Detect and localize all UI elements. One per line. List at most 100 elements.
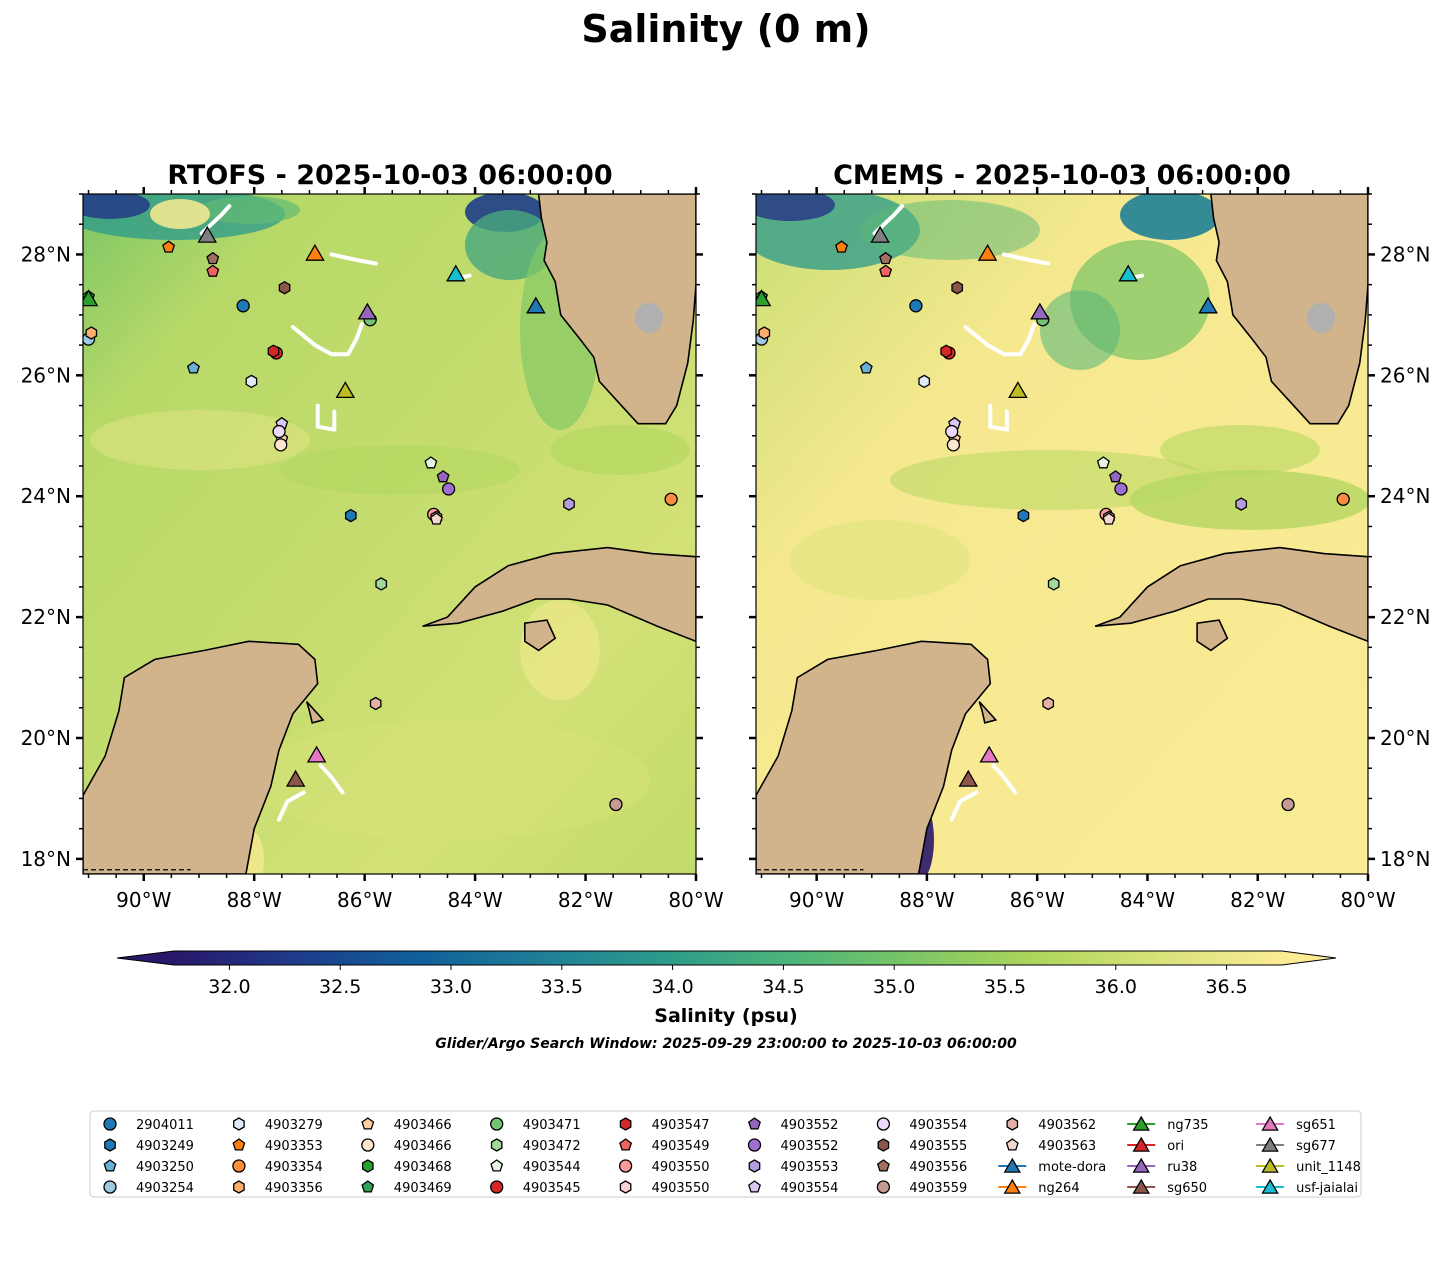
legend-marker-4903554	[876, 1117, 891, 1131]
marker-4903552	[441, 482, 456, 496]
marker-usf-jaialai	[445, 264, 466, 282]
colorbar-tick-label: 32.0	[208, 976, 250, 998]
marker-sg651	[979, 745, 1000, 763]
marker-4903354	[664, 492, 678, 506]
legend-marker-4903254	[103, 1180, 117, 1194]
land-florida	[1210, 194, 1368, 425]
legend-label: sg650	[1167, 1181, 1207, 1196]
lat-tick-label: 26°N	[21, 363, 71, 387]
marker-4903549	[879, 264, 893, 277]
marker-ng735	[83, 289, 99, 307]
marker-4903555	[951, 280, 964, 295]
legend-item: 4903554	[876, 1117, 967, 1133]
legend-label: 4903545	[523, 1181, 581, 1196]
marker-4903547	[940, 344, 953, 358]
legend-item: 4903556	[876, 1159, 967, 1175]
legend-item: 4903249	[104, 1138, 194, 1154]
marker-4903279	[245, 374, 258, 389]
marker-2904011	[909, 299, 923, 313]
legend-marker-unit_1148	[1261, 1157, 1279, 1173]
legend-label: 4903249	[136, 1139, 194, 1154]
legend-label: 4903562	[1038, 1118, 1096, 1133]
map-layers-cmems	[756, 194, 1368, 874]
land-cozumel	[978, 701, 998, 724]
legend-marker-4903547	[619, 1117, 632, 1131]
colorbar-tick-label: 34.5	[762, 976, 804, 998]
legend-item: 4903354	[232, 1159, 323, 1175]
map-frame-rtofs	[82, 193, 697, 875]
colorbar-body	[174, 951, 1282, 965]
legend-marker-4903250	[103, 1159, 117, 1172]
lon-tick-label: 84°W	[447, 888, 502, 912]
legend-item: 4903562	[1006, 1117, 1096, 1133]
colorbar-tick-label: 33.0	[430, 976, 472, 998]
legend-marker-4903468	[361, 1159, 374, 1173]
legend-marker-4903249	[104, 1138, 116, 1152]
legend-item: 2904011	[103, 1117, 194, 1133]
lon-tick-label: 82°W	[558, 888, 613, 912]
legend-marker-sg651	[1261, 1115, 1279, 1131]
colorbar-tick-label: 36.0	[1095, 976, 1137, 998]
lon-tick-label: 86°W	[337, 888, 392, 912]
legend-marker-4903469	[361, 1180, 375, 1193]
lon-tick-label: 80°W	[668, 888, 723, 912]
legend-label: 4903469	[394, 1181, 452, 1196]
marker-mote-dora	[1198, 296, 1218, 314]
lat-tick-label: 24°N	[21, 484, 71, 508]
legend-label: ng735	[1167, 1118, 1208, 1133]
marker-4903556	[879, 251, 893, 265]
colorbar-tick-label: 34.0	[651, 976, 693, 998]
marker-ru38	[1030, 302, 1050, 320]
legend-label: 4903550	[652, 1181, 710, 1196]
legend-label: usf-jaialai	[1296, 1181, 1358, 1196]
lat-tick-label: 28°N	[21, 242, 71, 266]
marker-4903472	[1047, 577, 1060, 591]
lat-tick-label: 24°N	[1380, 484, 1430, 508]
glider-track	[199, 204, 232, 236]
marker-4903556	[206, 251, 220, 265]
legend-label: 4903466	[394, 1139, 452, 1154]
legend-label: ng264	[1038, 1181, 1079, 1196]
marker-4903552	[1114, 482, 1128, 496]
legend-item: mote-dora	[998, 1157, 1106, 1175]
marker-sg651	[306, 745, 327, 763]
marker-4903555	[278, 280, 291, 295]
legend-marker-4903559	[876, 1180, 891, 1194]
legend-items: 2904011 4903249 4903250 4903254 4903279 49033…	[103, 1115, 1361, 1196]
legend-item: 4903356	[233, 1180, 323, 1196]
marker-4903553	[1235, 497, 1248, 511]
lon-tick-label: 82°W	[1230, 888, 1285, 912]
marker-4903466	[946, 438, 961, 452]
legend-marker-4903550	[619, 1180, 632, 1194]
legend-label: 2904011	[136, 1118, 194, 1133]
legend: 2904011 4903249 4903250 4903254 4903279 49033…	[89, 1110, 1362, 1198]
legend-label: sg651	[1296, 1118, 1336, 1133]
legend-label: 4903250	[136, 1160, 194, 1175]
marker-sg677	[197, 225, 218, 243]
legend-item: ng735	[1127, 1115, 1209, 1133]
legend-marker-4903356	[233, 1180, 245, 1194]
colorbar-outline	[116, 950, 1337, 966]
marker-4903559	[609, 797, 623, 812]
marker-4903466	[274, 438, 288, 452]
colorbar-tick-label: 36.5	[1205, 976, 1247, 998]
legend-label: 4903353	[265, 1139, 323, 1154]
legend-label: 4903254	[136, 1181, 194, 1196]
lat-tick-label: 20°N	[21, 726, 71, 750]
legend-item: 4903547	[619, 1117, 710, 1133]
marker-4903353	[162, 240, 176, 253]
legend-label: 4903468	[394, 1160, 452, 1175]
marker-4903549	[206, 264, 220, 277]
lon-tick-label: 80°W	[1340, 888, 1395, 912]
map-layers-rtofs	[83, 194, 696, 874]
marker-4903554	[272, 424, 286, 439]
legend-item: sg650	[1127, 1178, 1207, 1196]
legend-item: 4903544	[490, 1159, 581, 1175]
lon-tick-label: 90°W	[789, 888, 844, 912]
legend-item: 4903466	[361, 1138, 452, 1154]
marker-ng264	[977, 243, 998, 261]
legend-item: ru38	[1127, 1157, 1197, 1175]
lat-tick-label: 22°N	[21, 605, 71, 629]
lon-tick-label: 86°W	[1010, 888, 1065, 912]
